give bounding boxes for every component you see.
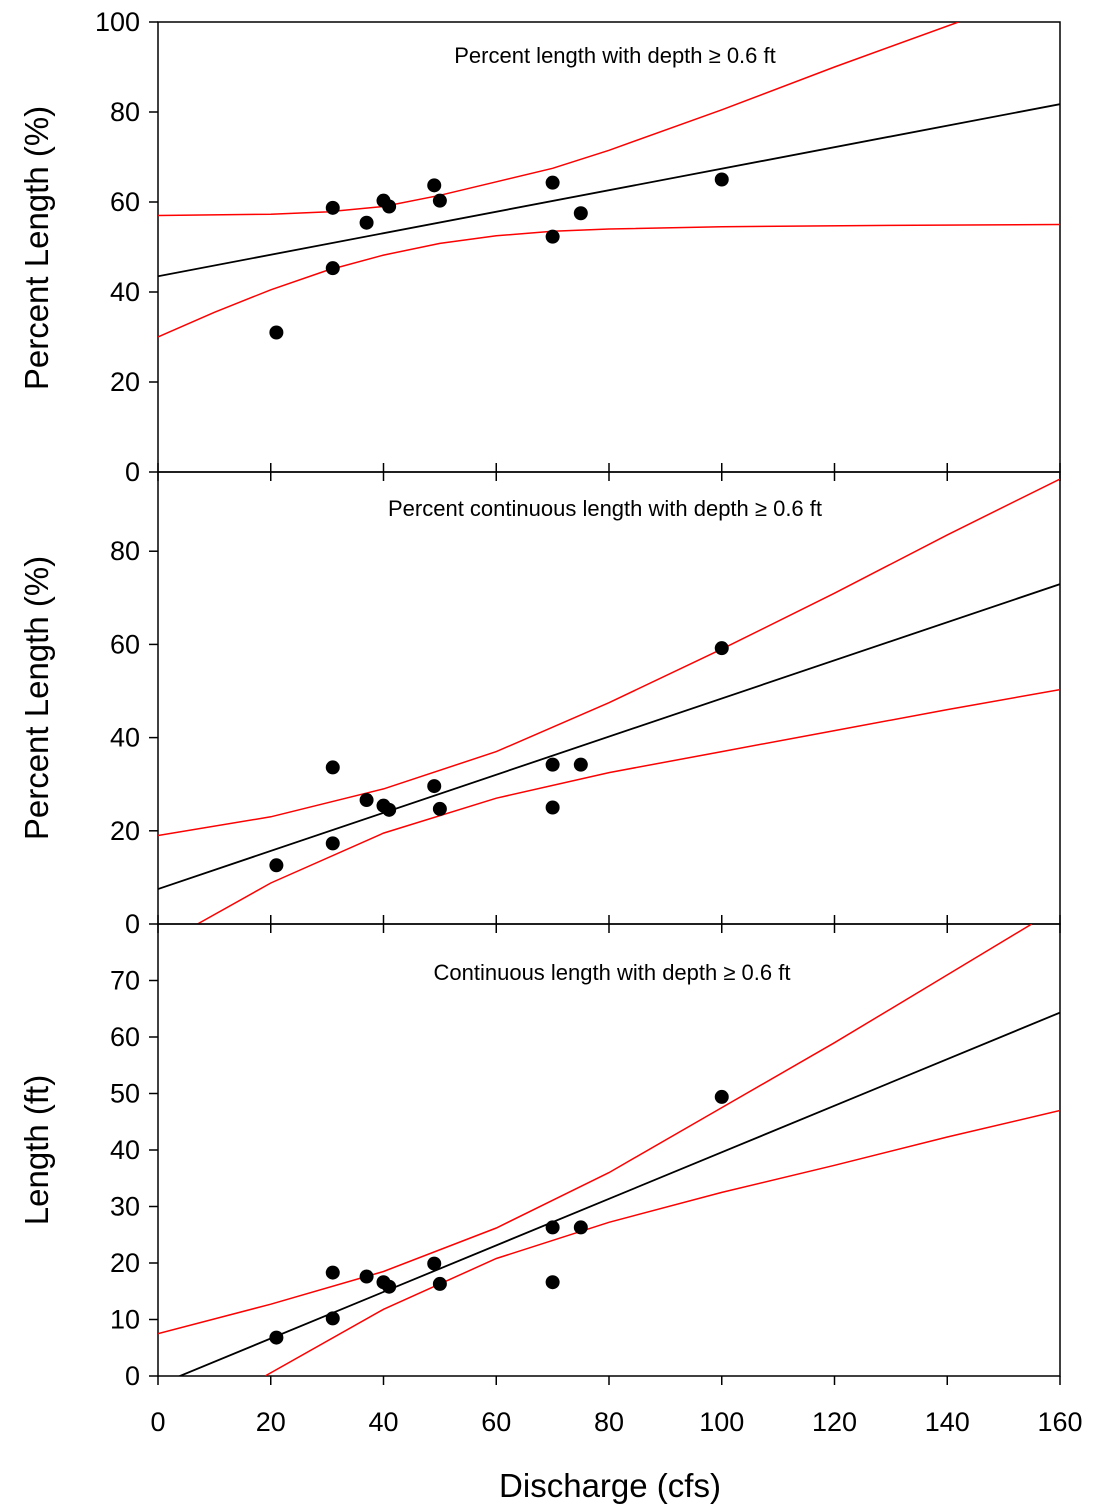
y-tick-label: 40 xyxy=(110,723,140,753)
y-tick-label: 100 xyxy=(95,7,140,37)
panel-title-bottom: Continuous length with depth ≥ 0.6 ft xyxy=(434,960,791,985)
y-tick-label: 40 xyxy=(110,1135,140,1165)
regression-line xyxy=(158,583,1060,890)
upper-confidence-band xyxy=(158,924,1033,1335)
x-axis-title: Discharge (cfs) xyxy=(499,1467,721,1504)
data-point xyxy=(432,193,447,208)
x-tick-label: 100 xyxy=(699,1407,744,1437)
lower-confidence-band xyxy=(158,223,1060,338)
lower-confidence-band xyxy=(197,688,1060,924)
data-point xyxy=(545,175,560,190)
panel-percent-continuous-length: Percent Length (%) Percent continuous le… xyxy=(18,471,1061,939)
data-point xyxy=(382,802,397,817)
plot-frame xyxy=(157,21,1061,473)
y-axis-title-bottom: Length (ft) xyxy=(18,1075,55,1225)
data-point xyxy=(359,215,374,230)
y-tick-label: 50 xyxy=(110,1079,140,1109)
data-point xyxy=(432,1276,447,1291)
data-point xyxy=(432,801,447,816)
data-point xyxy=(325,261,340,276)
data-point xyxy=(359,1269,374,1284)
regression-line xyxy=(158,103,1060,278)
data-point xyxy=(269,325,284,340)
y-tick-label: 80 xyxy=(110,536,140,566)
data-point xyxy=(325,200,340,215)
data-point xyxy=(359,793,374,808)
data-point xyxy=(545,229,560,244)
y-tick-label: 20 xyxy=(110,1248,140,1278)
data-point xyxy=(714,1089,729,1104)
panel-percent-length: Percent Length (%) Percent length with d… xyxy=(18,7,1061,487)
panel-continuous-length: Length (ft) Continuous length with depth… xyxy=(18,923,1061,1391)
panel-title-top: Percent length with depth ≥ 0.6 ft xyxy=(454,43,776,68)
plot-area xyxy=(158,478,1060,924)
x-tick-label: 0 xyxy=(150,1407,165,1437)
upper-confidence-band xyxy=(158,22,959,217)
data-point xyxy=(573,1220,588,1235)
data-point xyxy=(325,1265,340,1280)
data-point xyxy=(325,760,340,775)
upper-confidence-band xyxy=(158,478,1060,837)
x-tick-label: 140 xyxy=(925,1407,970,1437)
data-point xyxy=(714,641,729,656)
lower-confidence-band xyxy=(264,1109,1060,1376)
data-point xyxy=(545,1275,560,1290)
y-tick-label: 60 xyxy=(110,629,140,659)
data-point xyxy=(545,1220,560,1235)
plot-area xyxy=(158,924,1060,1376)
data-point xyxy=(269,858,284,873)
regression-line xyxy=(177,1011,1060,1376)
data-point xyxy=(545,800,560,815)
data-point xyxy=(545,757,560,772)
data-point xyxy=(573,206,588,221)
y-tick-label: 0 xyxy=(125,909,140,939)
plot-frame xyxy=(157,471,1061,925)
data-point xyxy=(427,1256,442,1271)
plot-frame xyxy=(157,923,1061,1377)
panel-title-middle: Percent continuous length with depth ≥ 0… xyxy=(388,496,822,521)
data-point xyxy=(714,172,729,187)
y-tick-label: 70 xyxy=(110,966,140,996)
x-tick-label: 60 xyxy=(481,1407,511,1437)
x-axis: 0 20 40 60 80 100 120 140 160 xyxy=(150,1407,1082,1437)
y-tick-label: 80 xyxy=(110,97,140,127)
x-tick-label: 80 xyxy=(594,1407,624,1437)
y-tick-label: 0 xyxy=(125,457,140,487)
data-point xyxy=(382,199,397,214)
data-point xyxy=(325,1311,340,1326)
y-tick-label: 20 xyxy=(110,816,140,846)
x-tick-label: 20 xyxy=(256,1407,286,1437)
y-tick-label: 20 xyxy=(110,367,140,397)
y-tick-label: 10 xyxy=(110,1305,140,1335)
y-axis-title-top: Percent Length (%) xyxy=(18,106,55,390)
y-tick-label: 60 xyxy=(110,1022,140,1052)
y-tick-label: 60 xyxy=(110,187,140,217)
data-point xyxy=(382,1279,397,1294)
data-point xyxy=(573,757,588,772)
y-tick-label: 40 xyxy=(110,277,140,307)
y-axis-title-middle: Percent Length (%) xyxy=(18,556,55,840)
plot-area xyxy=(158,22,1060,338)
x-tick-label: 40 xyxy=(368,1407,398,1437)
data-point xyxy=(269,1330,284,1345)
data-point xyxy=(427,178,442,193)
data-point xyxy=(325,836,340,851)
x-tick-label: 160 xyxy=(1037,1407,1082,1437)
y-tick-label: 0 xyxy=(125,1361,140,1391)
data-point xyxy=(427,779,442,794)
x-tick-label: 120 xyxy=(812,1407,857,1437)
y-tick-label: 30 xyxy=(110,1192,140,1222)
